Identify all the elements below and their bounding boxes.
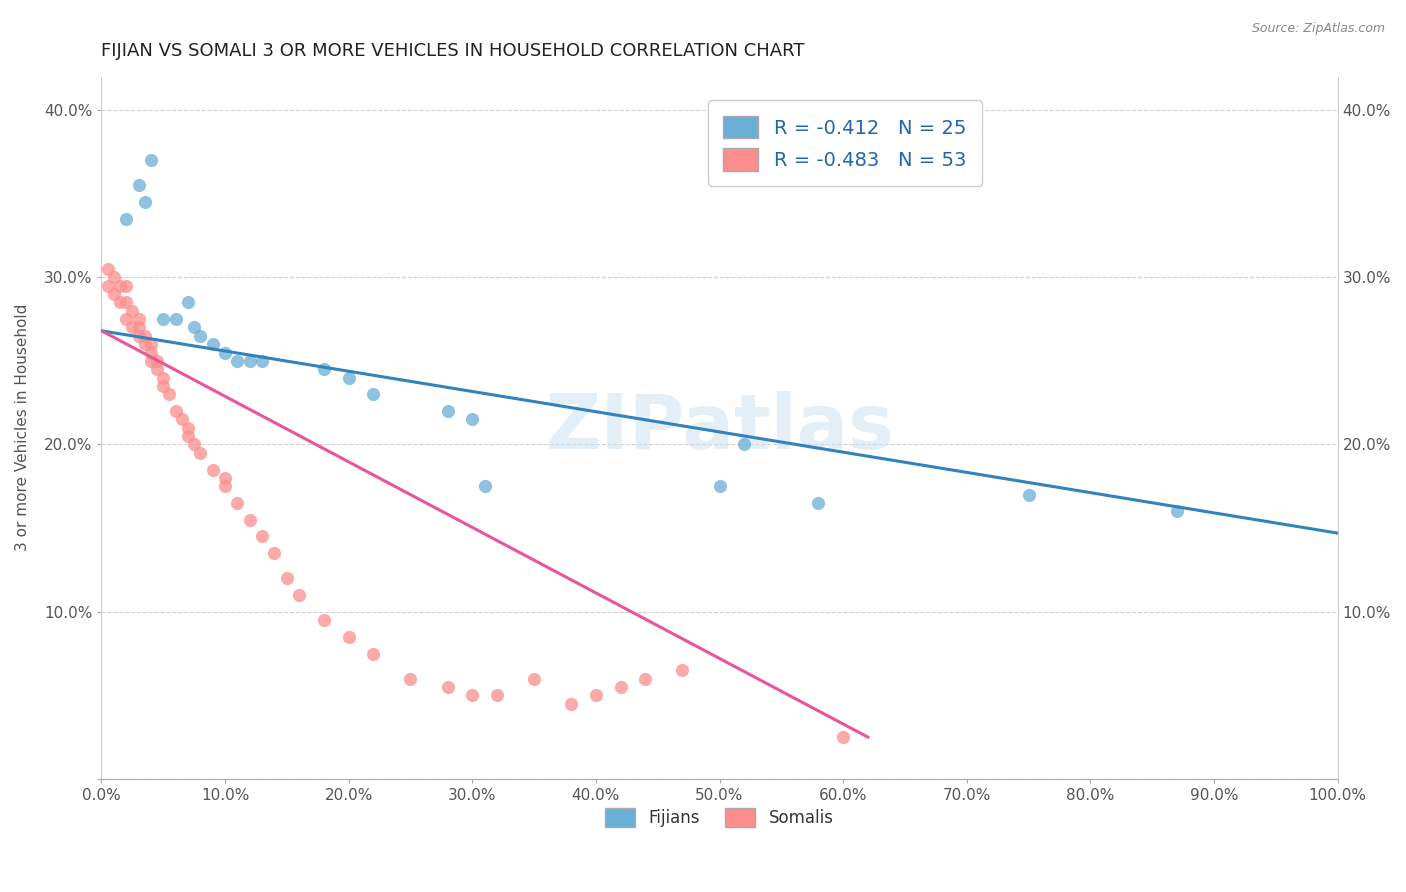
Point [276,571,298,585]
Point [363,647,385,661]
Y-axis label: 3 or more Vehicles in Household: 3 or more Vehicles in Household [15,304,30,551]
Point [188,446,211,460]
Point [152,312,174,326]
Point [121,303,143,318]
Point [312,613,335,627]
Point [201,337,224,351]
Point [134,337,156,351]
Legend: Fijians, Somalis: Fijians, Somalis [599,801,841,834]
Point [807,496,830,510]
Point [177,421,200,435]
Point [97,278,120,293]
Point [832,730,855,744]
Point [436,680,458,694]
Point [201,462,224,476]
Point [250,354,273,368]
Point [226,354,249,368]
Point [165,312,187,326]
Point [1166,504,1188,518]
Point [214,479,236,493]
Point [671,663,693,677]
Point [709,479,731,493]
Point [461,688,484,702]
Point [474,479,496,493]
Point [523,672,546,686]
Point [97,261,120,276]
Point [585,688,607,702]
Point [177,429,200,443]
Point [436,404,458,418]
Point [128,320,150,334]
Point [288,588,311,602]
Point [250,529,273,543]
Point [177,295,200,310]
Text: FIJIAN VS SOMALI 3 OR MORE VEHICLES IN HOUSEHOLD CORRELATION CHART: FIJIAN VS SOMALI 3 OR MORE VEHICLES IN H… [101,42,804,60]
Point [337,630,360,644]
Point [183,320,205,334]
Point [634,672,657,686]
Point [337,370,360,384]
Point [363,387,385,401]
Point [214,471,236,485]
Point [239,513,262,527]
Point [103,287,125,301]
Point [128,312,150,326]
Point [560,697,582,711]
Point [128,178,150,193]
Point [108,295,131,310]
Point [214,345,236,359]
Point [1018,488,1040,502]
Point [115,278,138,293]
Point [139,345,162,359]
Point [485,688,508,702]
Point [609,680,631,694]
Point [152,379,174,393]
Point [461,412,484,426]
Point [733,437,755,451]
Text: Source: ZipAtlas.com: Source: ZipAtlas.com [1251,22,1385,36]
Point [157,387,180,401]
Point [139,153,162,168]
Point [399,672,422,686]
Point [103,270,125,285]
Point [263,546,285,560]
Point [170,412,193,426]
Point [139,354,162,368]
Point [152,370,174,384]
Point [183,437,205,451]
Point [312,362,335,376]
Point [115,211,138,226]
Point [115,312,138,326]
Point [165,404,187,418]
Point [134,194,156,209]
Point [239,354,262,368]
Point [146,362,169,376]
Point [188,328,211,343]
Point [134,328,156,343]
Point [115,295,138,310]
Point [139,337,162,351]
Point [226,496,249,510]
Point [128,328,150,343]
Point [108,278,131,293]
Text: ZIPatlas: ZIPatlas [546,391,894,465]
Point [146,354,169,368]
Point [121,320,143,334]
